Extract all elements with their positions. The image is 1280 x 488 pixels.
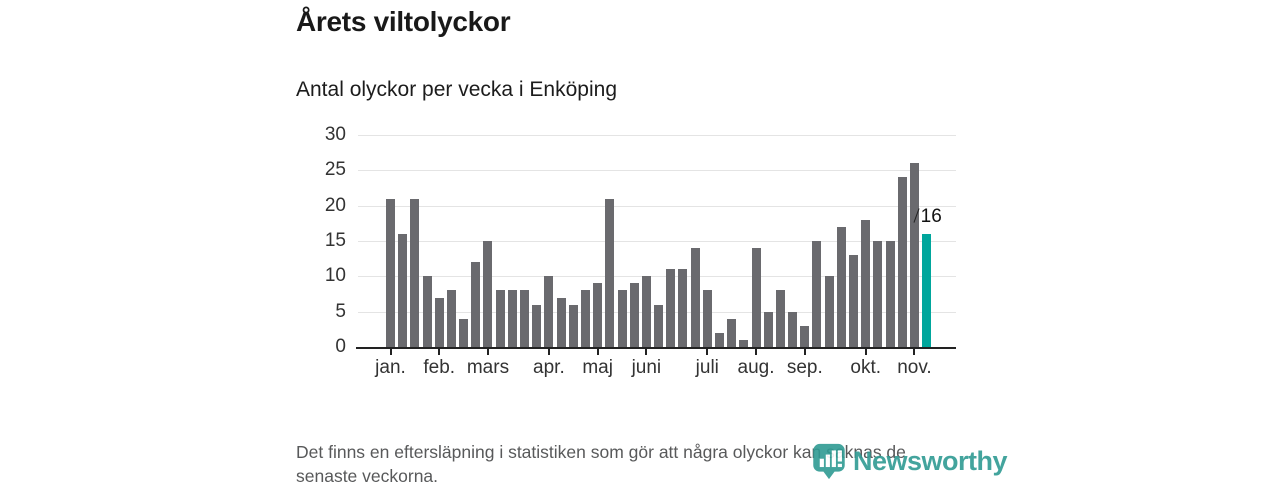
month-label-sep: sep. (786, 357, 823, 378)
newsworthy-logo: Newsworthy (812, 443, 1008, 480)
bar-week-11 (507, 290, 517, 347)
bar-week-3 (410, 198, 420, 347)
highlight-value-annotation: 16 (920, 205, 942, 227)
bar-week-34 (788, 311, 798, 347)
bar-week-36 (812, 241, 822, 347)
month-label-okt: okt. (850, 357, 882, 378)
bar-week-26 (690, 248, 700, 347)
gridline-y-15 (358, 241, 956, 242)
bar-week-21 (629, 283, 639, 347)
bar-week-30 (739, 339, 749, 347)
newsworthy-pin-icon (813, 443, 845, 480)
bar-week-37 (824, 276, 834, 347)
x-tick-nov (913, 349, 916, 355)
y-axis-label-20: 20 (324, 194, 346, 216)
y-axis-label-10: 10 (324, 265, 346, 287)
bar-week-2 (398, 233, 408, 347)
gridline-y-30 (358, 135, 956, 136)
bar-week-17 (580, 290, 590, 347)
bar-week-25 (678, 269, 688, 347)
bar-week-18 (593, 283, 603, 347)
x-axis-line (356, 347, 956, 349)
chart-subtitle: Antal olyckor per vecka i Enköping (296, 78, 617, 101)
y-axis-label-30: 30 (324, 124, 346, 145)
bar-week-15 (556, 297, 566, 347)
x-tick-mars (486, 349, 489, 355)
month-label-aug: aug. (737, 357, 775, 378)
bar-week-14 (544, 276, 554, 347)
x-tick-juli (706, 349, 709, 355)
bar-week-42 (885, 241, 895, 347)
bar-week-13 (532, 304, 542, 347)
bar-week-4 (422, 276, 432, 347)
highlighted-bar-week-45 (922, 233, 932, 347)
bar-week-12 (520, 290, 530, 347)
month-label-nov: nov. (897, 357, 932, 378)
month-label-juli: juli (695, 357, 719, 378)
x-tick-sep (803, 349, 806, 355)
month-label-feb: feb. (423, 357, 456, 378)
month-label-mars: mars (466, 357, 510, 378)
bar-week-23 (654, 304, 664, 347)
bar-week-27 (702, 290, 712, 347)
x-tick-juni (645, 349, 648, 355)
bar-week-10 (495, 290, 505, 347)
x-tick-feb (438, 349, 441, 355)
y-axis: 0 5 10 15 20 25 30 (290, 124, 346, 357)
bar-week-22 (641, 276, 651, 347)
y-axis-label-15: 15 (324, 230, 346, 251)
bar-week-38 (836, 226, 846, 347)
y-axis-label-25: 25 (324, 159, 346, 181)
bar-week-20 (617, 290, 627, 347)
bar-week-40 (861, 219, 871, 347)
bar-week-16 (568, 304, 578, 347)
month-label-jan: jan. (375, 357, 406, 378)
bar-week-19 (605, 198, 615, 347)
x-tick-apr (547, 349, 550, 355)
x-tick-okt (864, 349, 867, 355)
bar-week-24 (666, 269, 676, 347)
newsworthy-wordmark: Newsworthy (853, 446, 1008, 476)
bar-week-29 (727, 318, 737, 347)
y-axis-label-0: 0 (335, 336, 346, 357)
x-tick-jan (389, 349, 392, 355)
bar-week-39 (849, 255, 859, 347)
bar-week-6 (446, 290, 456, 347)
footnote-line2: senaste veckorna. (296, 466, 439, 486)
bar-week-31 (751, 248, 761, 347)
bar-week-33 (775, 290, 785, 347)
month-label-maj: maj (582, 357, 613, 378)
bar-week-9 (483, 241, 493, 347)
month-label-apr: apr. (533, 357, 565, 378)
gridline-y-25 (358, 170, 956, 172)
chart-title: Årets viltolyckor (296, 6, 511, 37)
x-tick-aug (755, 349, 758, 355)
bar-week-44 (909, 163, 919, 347)
gridline-y-10 (358, 276, 956, 278)
bar-week-32 (763, 311, 773, 347)
bar-week-1 (386, 198, 395, 347)
bar-week-41 (873, 241, 883, 347)
bar-week-7 (459, 318, 469, 347)
bar-week-8 (471, 262, 481, 347)
month-label-juni: juni (631, 357, 662, 378)
bar-week-5 (434, 297, 444, 347)
x-tick-maj (596, 349, 599, 355)
bar-chart-plot-area: jan. feb. mars apr. maj juni juli aug. sep. okt. n… (356, 135, 956, 378)
gridline-y-20 (358, 205, 956, 207)
footnote-line1: Det finns en eftersläpning i statistiken… (296, 442, 906, 462)
y-axis-label-5: 5 (335, 300, 346, 322)
bar-week-43 (897, 177, 907, 347)
bar-week-28 (714, 332, 724, 347)
bar-week-35 (800, 325, 810, 347)
